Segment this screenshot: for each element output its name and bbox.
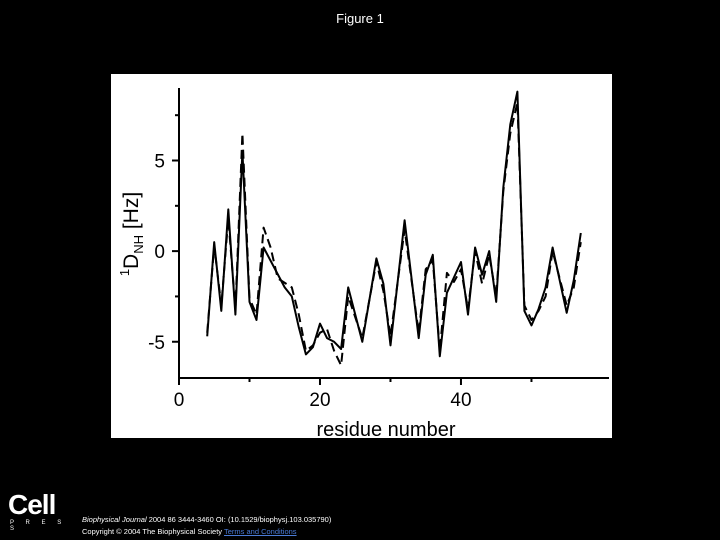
- logo-word: Cell: [8, 489, 56, 520]
- y-tick-label--5: -5: [148, 333, 165, 354]
- x-tick-label-40: 40: [450, 390, 471, 411]
- slide-title: Figure 1: [336, 11, 384, 26]
- plot-area: 0 20 40 -5 0 5: [148, 88, 609, 411]
- cell-press-logo: Cell P R E S S: [8, 489, 68, 533]
- logo-press-text: P R E S S: [10, 520, 67, 532]
- chart-svg: 0 20 40 -5 0 5 1DNH [Hz] residue number: [117, 88, 609, 438]
- x-tick-label-20: 20: [309, 390, 330, 411]
- y-axis-label-unit: [Hz]: [120, 192, 143, 235]
- series-line-dashed: [206, 101, 582, 367]
- copyright-line: Copyright © 2004 The Biophysical Society…: [82, 527, 297, 536]
- figure-panel: 0 20 40 -5 0 5 1DNH [Hz] residue number: [111, 74, 612, 438]
- journal-name: Biophysical Journal: [82, 515, 147, 524]
- citation-line: Biophysical Journal 2004 86 3444-3460 OI…: [82, 515, 331, 524]
- y-axis-label-main: D: [120, 254, 143, 269]
- y-axis-label-super: 1: [117, 269, 132, 276]
- citation-details: 2004 86 3444-3460 OI: (10.1529/biophysj.…: [146, 515, 332, 524]
- y-axis-label-sub: NH: [131, 235, 146, 254]
- y-tick-label-5: 5: [154, 152, 165, 173]
- y-tick-label-0: 0: [154, 242, 165, 263]
- x-axis-label: residue number: [317, 419, 456, 438]
- y-axis-label: 1DNH [Hz]: [117, 192, 146, 276]
- copyright-text: Copyright © 2004 The Biophysical Society: [82, 527, 224, 536]
- terms-and-conditions-link[interactable]: Terms and Conditions: [224, 527, 297, 536]
- x-tick-label-0: 0: [174, 390, 185, 411]
